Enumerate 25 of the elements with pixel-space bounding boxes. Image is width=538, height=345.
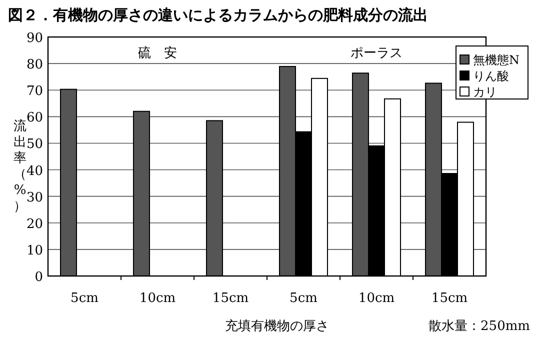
legend-label: 無機態N (473, 53, 520, 67)
x-tick-label: 15cm (212, 291, 249, 306)
x-tick-label: 5cm (70, 291, 98, 306)
x-tick-label: 15cm (431, 291, 468, 306)
y-tick-label: 10 (26, 243, 43, 258)
y-tick-label: 0 (34, 270, 43, 285)
y-tick-label: 20 (26, 216, 43, 232)
y-tick-label: 90 (26, 31, 43, 46)
y-tick-label: 30 (26, 190, 43, 206)
annotation: ポーラス (350, 46, 402, 61)
x-axis-title: 充填有機物の厚さ (225, 319, 329, 334)
x-tick-label: 5cm (290, 291, 318, 306)
y-tick-label: 50 (26, 137, 43, 152)
legend-label: カリ (473, 85, 497, 99)
chart-title: 図２．有機物の厚さの違いによるカラムからの肥料成分の流出 (8, 6, 428, 24)
y-tick-label: 60 (26, 110, 43, 126)
text: 散水量：250mm (428, 319, 530, 334)
y-tick-label: 70 (26, 84, 43, 100)
x-tick-label: 10cm (358, 291, 395, 306)
x-tick-label: 10cm (139, 291, 176, 306)
y-tick-label: 40 (26, 164, 43, 179)
y-axis-title: 流出率（%） (14, 118, 26, 214)
annotation: 硫 安 (138, 45, 177, 61)
legend-label: りん酸 (473, 69, 509, 83)
y-tick-label: 80 (26, 58, 43, 73)
